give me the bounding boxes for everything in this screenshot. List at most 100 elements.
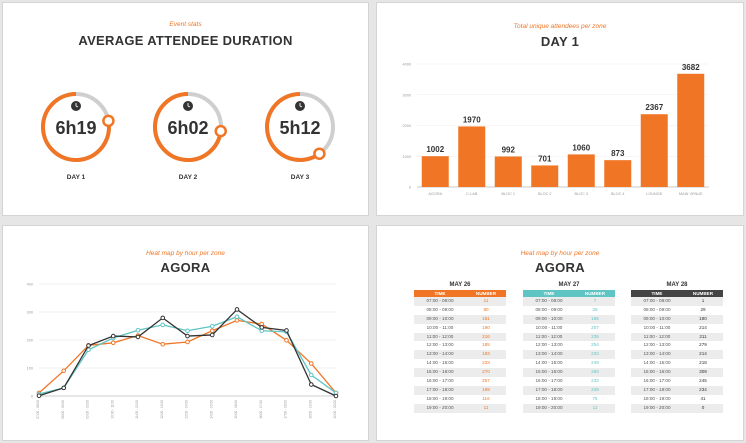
- table-may-28: MAY 28 TIME NUMBER 07:00 - 08:00 1 08:00 - 09…: [631, 281, 723, 413]
- bar-value-label: 873: [611, 149, 625, 158]
- table-row: 14:00 - 15:00 249: [523, 359, 615, 368]
- cell-time: 10:00 - 11:00: [426, 324, 454, 330]
- x-tick-label: 08:00 - 09:00: [61, 400, 65, 419]
- gauge-day-label: DAY 3: [291, 174, 310, 181]
- cell-number: 11: [483, 298, 489, 303]
- cell-number: 11: [483, 404, 489, 410]
- x-tick-label: 13:00 - 14:00: [185, 400, 189, 419]
- cell-time: 15:00 - 16:00: [426, 369, 454, 375]
- cell-time: 18:00 - 19:00: [535, 395, 563, 401]
- clock-icon-hands: [75, 103, 79, 108]
- cell-number: 283: [591, 369, 599, 375]
- cell-number: 181: [482, 315, 490, 321]
- x-tick-label: 19:00 - 20:00: [333, 400, 337, 419]
- series-point: [110, 340, 116, 346]
- y-tick-label: 0: [31, 395, 33, 399]
- cell-number: 29: [592, 306, 598, 312]
- y-tick-label: 300: [27, 311, 33, 315]
- table-row: 19:00 - 20:00 11: [414, 403, 506, 413]
- table-header: TIME NUMBER: [523, 290, 615, 297]
- x-tick-label: 11:00 - 12:00: [135, 400, 139, 419]
- x-tick-label: AGORA: [428, 192, 442, 196]
- gauge-progress-arc: [41, 92, 111, 162]
- x-tick-label: 17:00 - 18:00: [284, 400, 288, 419]
- cell-time: 13:00 - 14:00: [535, 351, 563, 357]
- bar-agora: [421, 156, 449, 187]
- table-row: 17:00 - 18:00 199: [414, 385, 506, 395]
- header-number: NUMBER: [475, 291, 497, 296]
- x-tick-label: 15:00 - 16:00: [234, 400, 238, 419]
- cell-time: 11:00 - 12:00: [426, 333, 454, 339]
- cell-time: 07:00 - 08:00: [643, 298, 671, 303]
- bar-value-label: 3682: [682, 63, 700, 72]
- cell-time: 09:00 - 10:00: [535, 315, 563, 321]
- cell-number: 211: [699, 333, 707, 339]
- cell-time: 14:00 - 15:00: [643, 360, 671, 366]
- bar-value-label: 701: [538, 154, 552, 163]
- cell-number: 270: [482, 369, 490, 375]
- series-point: [135, 327, 141, 333]
- table-row: 10:00 - 11:00 214: [631, 324, 723, 333]
- cell-number: 190: [482, 324, 490, 330]
- gauge-knob: [214, 124, 227, 138]
- header-time: TIME: [543, 291, 555, 296]
- table-row: 15:00 - 16:00 270: [414, 368, 506, 378]
- series-point: [234, 314, 240, 320]
- x-tick-label: BLOC 3: [574, 192, 588, 196]
- table-row: 19:00 - 20:00 0: [631, 403, 723, 413]
- x-tick-label: BLOC 1: [501, 192, 515, 196]
- table-row: 18:00 - 19:00 41: [631, 395, 723, 404]
- cell-number: 0: [701, 404, 705, 410]
- slide-subtitle: Total unique attendees per zone: [513, 23, 607, 30]
- x-tick-label: 12:00 - 13:00: [160, 400, 164, 419]
- x-tick-label: 14:00 - 15:00: [209, 400, 213, 419]
- cell-time: 08:00 - 09:00: [643, 306, 671, 312]
- cell-number: 309: [699, 369, 707, 375]
- series-point: [185, 333, 190, 339]
- bar-value-label: 1970: [463, 115, 481, 124]
- header-number: NUMBER: [692, 291, 714, 296]
- series-point: [209, 332, 215, 338]
- gauge-day-2: 6h02 DAY 2: [153, 92, 227, 181]
- cell-time: 13:00 - 14:00: [643, 351, 671, 357]
- table-day-title: MAY 27: [558, 282, 580, 288]
- cell-number: 218: [699, 360, 707, 366]
- table-row: 17:00 - 18:00 229: [523, 385, 615, 395]
- clock-icon-hands: [299, 103, 303, 108]
- x-tick-label: MAIN VENUE: [679, 192, 703, 196]
- table-day-title: MAY 26: [449, 282, 471, 288]
- series-point: [259, 325, 265, 330]
- y-tick-label: 400: [27, 283, 33, 287]
- cell-time: 09:00 - 10:00: [643, 315, 671, 321]
- cell-time: 17:00 - 18:00: [426, 386, 454, 392]
- cell-number: 254: [591, 342, 599, 348]
- gauge-day-label: DAY 1: [67, 174, 86, 181]
- table-row: 16:00 - 17:00 257: [414, 377, 506, 386]
- slide-title: AVERAGE ATTENDEE DURATION: [78, 33, 293, 48]
- cell-time: 18:00 - 19:00: [426, 395, 454, 401]
- bar-value-label: 1002: [426, 145, 444, 154]
- y-tick-label: 200: [27, 339, 33, 343]
- header-time: TIME: [434, 291, 446, 296]
- series-point: [308, 372, 314, 378]
- slide-subtitle: Event stats: [169, 21, 202, 28]
- table-row: 16:00 - 17:00 233: [523, 377, 615, 386]
- table-row: 15:00 - 16:00 309: [631, 368, 723, 378]
- table-row: 18:00 - 19:00 116: [414, 395, 506, 404]
- table-row: 14:00 - 15:00 218: [631, 359, 723, 368]
- series-point: [110, 333, 116, 339]
- duration-gauges: 6h19 DAY 1 6h02 DAY 2 5h12 DAY 3: [41, 92, 335, 181]
- cell-time: 13:00 - 14:00: [426, 351, 454, 357]
- table-row: 14:00 - 15:00 233: [414, 359, 506, 368]
- series-point: [234, 307, 240, 312]
- table-row: 13:00 - 14:00 214: [631, 350, 723, 360]
- table-row: 09:00 - 10:00 181: [414, 314, 506, 324]
- table-row: 17:00 - 18:00 234: [631, 385, 723, 395]
- bar-bloc-2: [531, 165, 559, 187]
- y-tick-label: 1000: [403, 155, 411, 159]
- cell-number: 257: [482, 378, 490, 384]
- gauge-day-label: DAY 2: [179, 174, 198, 181]
- bar-c-lab: [458, 126, 486, 187]
- y-tick-label: 4000: [403, 63, 411, 67]
- bar-value-label: 1060: [572, 143, 590, 152]
